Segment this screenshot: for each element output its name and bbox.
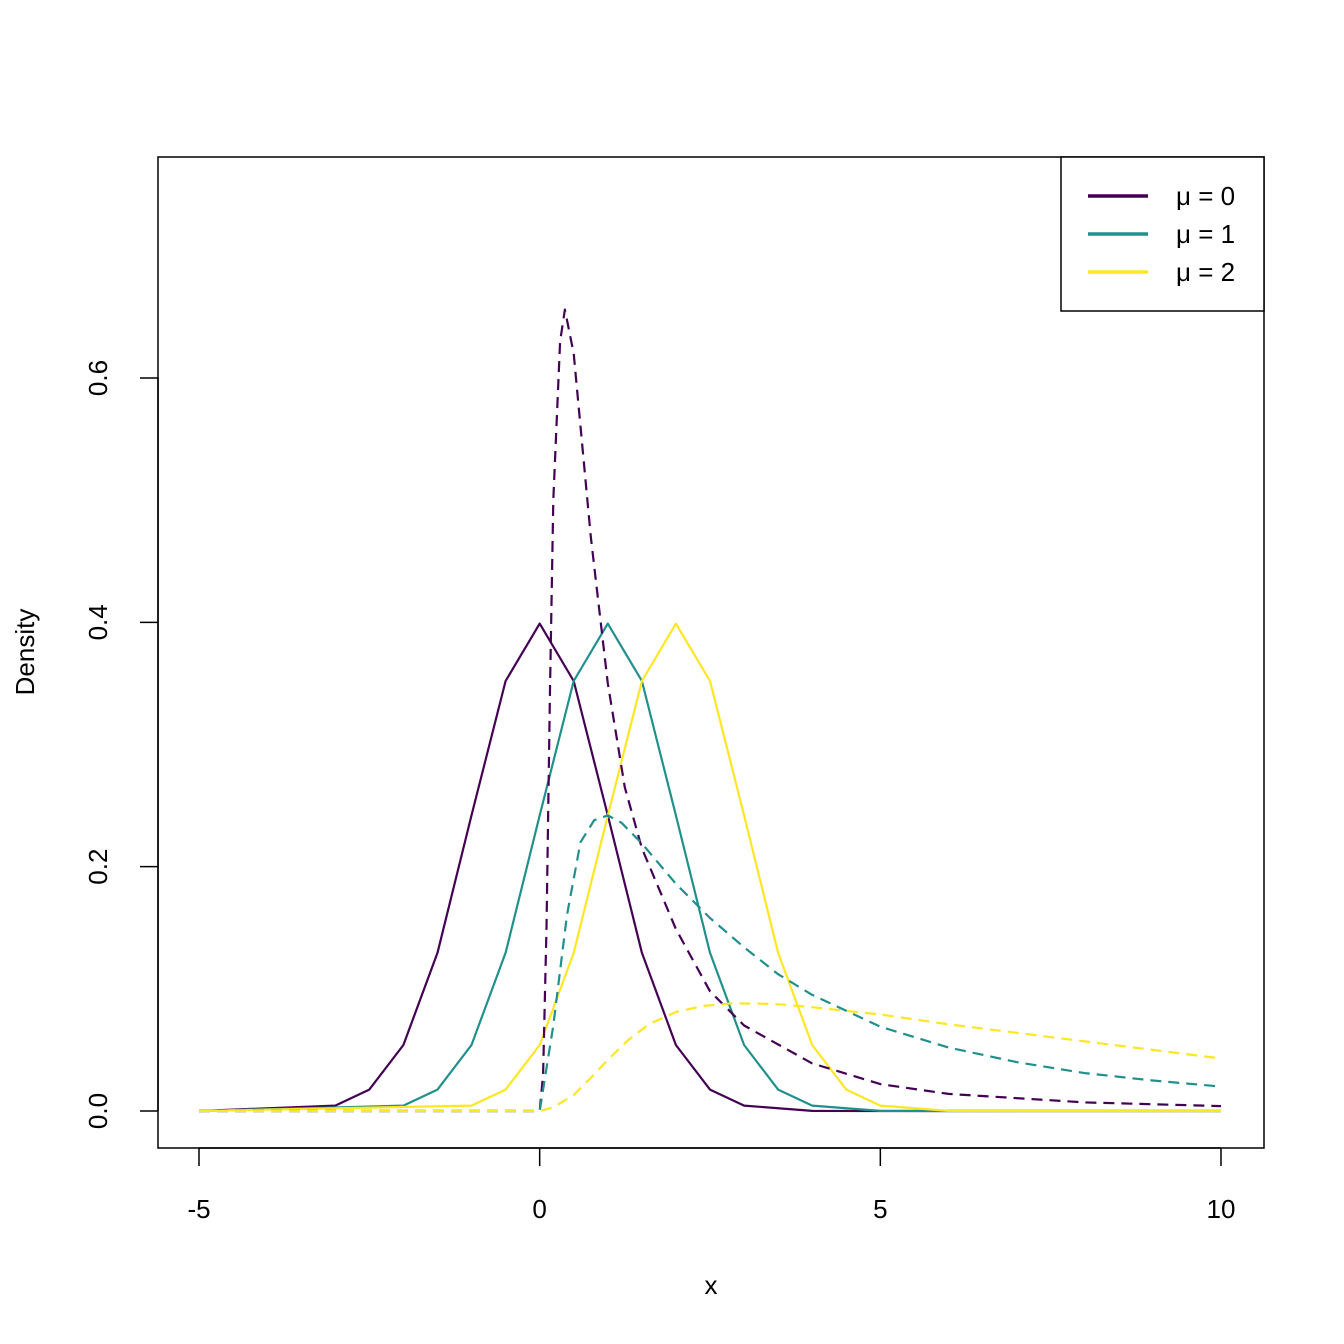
y-axis: 0.0 0.2 0.4 0.6 (83, 360, 159, 1129)
y-axis-label: Density (10, 609, 40, 696)
legend-label: μ = 2 (1176, 257, 1235, 287)
y-tick-label: 0.2 (83, 849, 113, 885)
series-line-2-solid (198, 622, 1221, 1113)
y-tick-label: 0.6 (83, 360, 113, 396)
x-tick-label: 5 (873, 1194, 887, 1224)
y-tick-label: 0.4 (83, 604, 113, 640)
x-tick-label: -5 (187, 1194, 210, 1224)
x-tick-label: 10 (1207, 1194, 1236, 1224)
y-tick-label: 0.0 (83, 1093, 113, 1129)
legend-label: μ = 0 (1176, 181, 1235, 211)
x-axis: -5 0 5 10 (187, 1147, 1236, 1224)
series-layer (198, 308, 1222, 1113)
legend: μ = 0 μ = 1 μ = 2 (1060, 156, 1265, 312)
x-axis-label: x (705, 1270, 718, 1300)
x-tick-label: 0 (532, 1194, 546, 1224)
legend-label: μ = 1 (1176, 219, 1235, 249)
series-line-4-dashed (199, 814, 1222, 1113)
series-line-5-dashed (199, 1002, 1222, 1113)
series-line-3-dashed (199, 308, 1222, 1113)
